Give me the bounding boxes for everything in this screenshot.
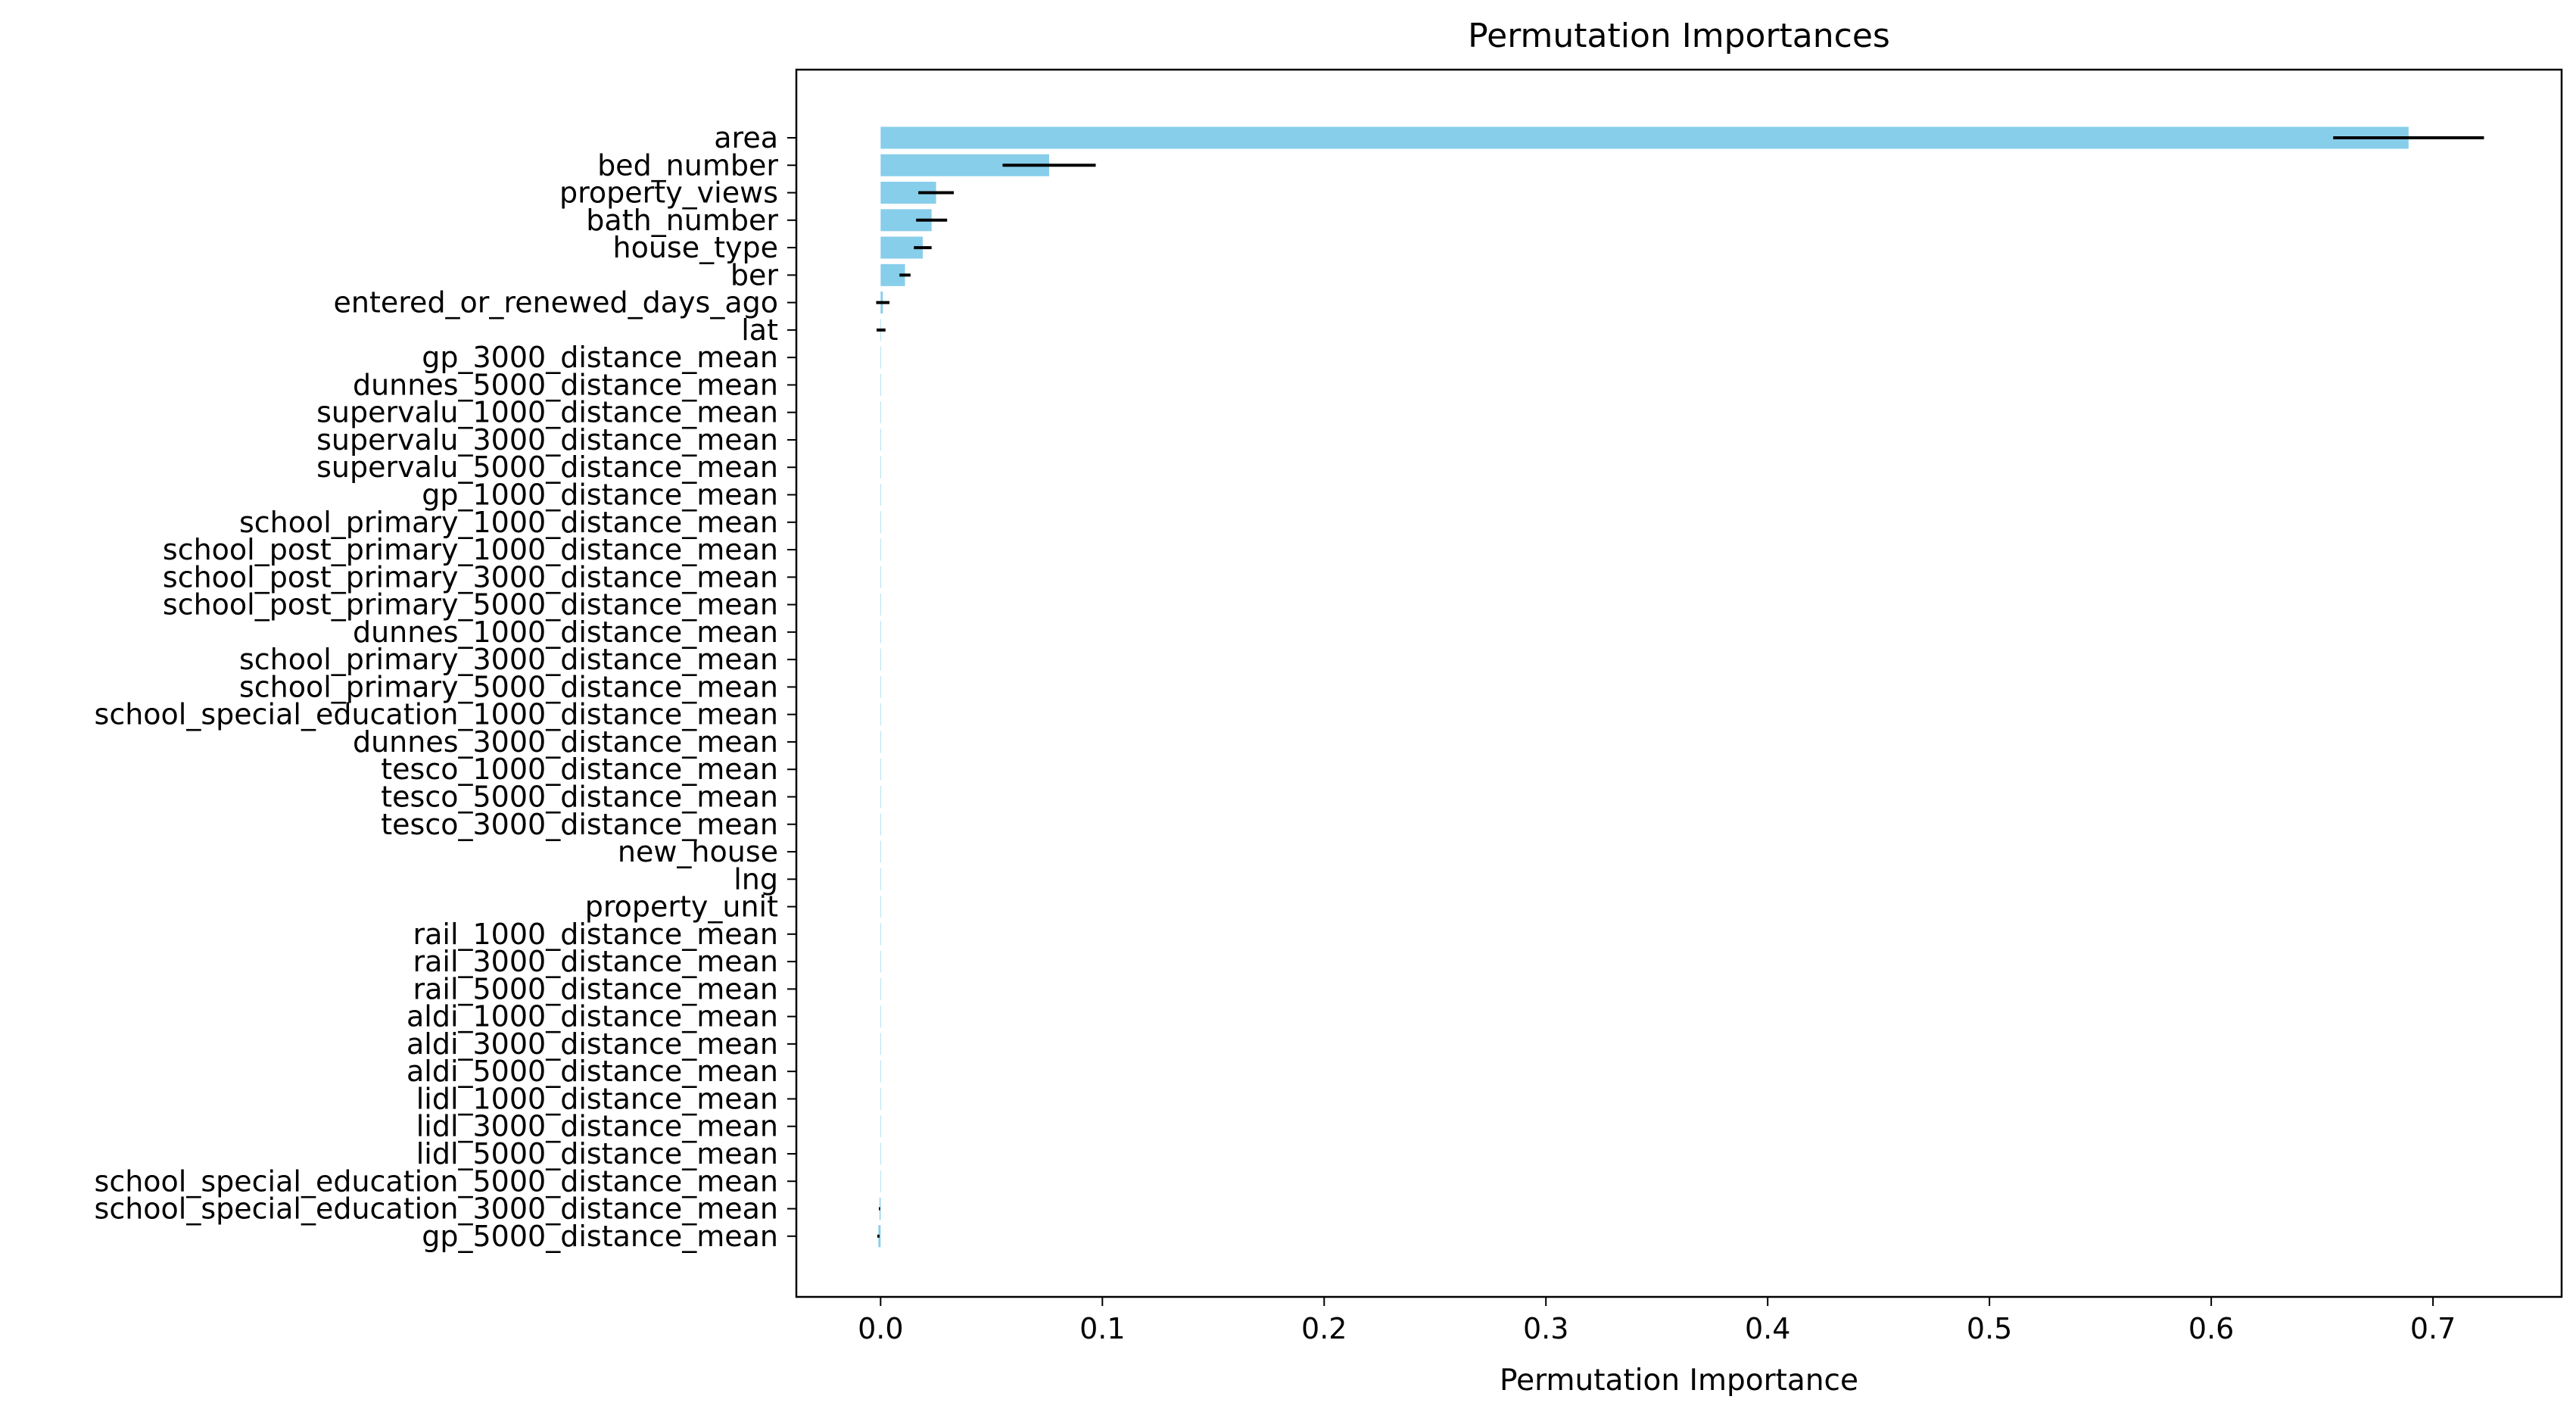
- y-tick-label: rail_3000_distance_mean: [413, 945, 778, 978]
- y-tick-label: dunnes_1000_distance_mean: [353, 616, 778, 649]
- bar: [880, 566, 881, 588]
- x-tick-label: 0.0: [858, 1312, 903, 1345]
- y-tick-label: lng: [734, 862, 778, 896]
- y-tick-label: tesco_3000_distance_mean: [381, 808, 778, 841]
- bar: [880, 484, 881, 506]
- bar: [880, 126, 2409, 149]
- y-tick-label: area: [714, 121, 778, 154]
- y-tick-label: school_special_education_5000_distance_m…: [95, 1164, 778, 1198]
- bar: [880, 703, 881, 726]
- bar: [880, 346, 881, 369]
- y-tick-label: house_type: [613, 231, 778, 264]
- bars-layer: [878, 126, 2409, 1248]
- bar: [880, 785, 881, 808]
- bar: [880, 429, 881, 451]
- bar: [880, 1087, 881, 1110]
- bar: [880, 401, 881, 424]
- y-tick-label: bed_number: [597, 148, 778, 182]
- y-tick-label: school_primary_1000_distance_mean: [239, 506, 778, 539]
- bar: [880, 675, 881, 698]
- bar: [880, 373, 881, 396]
- bar: [880, 511, 881, 534]
- plot-area-frame: [795, 68, 2563, 1298]
- bar: [880, 1060, 881, 1083]
- y-tick-label: gp_3000_distance_mean: [422, 341, 778, 374]
- y-tick-label: aldi_5000_distance_mean: [406, 1055, 778, 1088]
- y-tick-label: ber: [730, 258, 779, 291]
- y-tick-label: dunnes_5000_distance_mean: [353, 368, 778, 401]
- y-tick-label: gp_5000_distance_mean: [422, 1220, 778, 1253]
- y-tick-label: school_special_education_3000_distance_m…: [95, 1192, 778, 1226]
- y-tick-label: new_house: [618, 835, 778, 868]
- bar: [880, 648, 881, 671]
- x-axis-label: Permutation Importance: [1500, 1364, 1858, 1398]
- x-tick-label: 0.7: [2410, 1312, 2456, 1345]
- y-tick-label: school_primary_3000_distance_mean: [239, 643, 778, 676]
- bar: [880, 923, 881, 946]
- y-tick-label: supervalu_5000_distance_mean: [316, 450, 778, 484]
- bar: [880, 1033, 881, 1055]
- y-tick-label: aldi_1000_distance_mean: [406, 1000, 778, 1033]
- bar: [880, 731, 881, 753]
- x-tick-label: 0.2: [1301, 1312, 1347, 1345]
- y-tick-label: dunnes_3000_distance_mean: [353, 725, 778, 759]
- y-axis: areabed_numberproperty_viewsbath_numberh…: [95, 121, 796, 1253]
- x-tick-label: 0.4: [1745, 1312, 1790, 1345]
- y-tick-label: rail_1000_distance_mean: [413, 918, 778, 951]
- y-tick-label: school_post_primary_1000_distance_mean: [163, 533, 778, 566]
- bar: [880, 813, 881, 836]
- bar: [880, 868, 881, 890]
- bar: [880, 950, 881, 973]
- bar: [880, 1142, 881, 1165]
- y-tick-label: supervalu_1000_distance_mean: [316, 396, 778, 429]
- y-tick-label: lidl_1000_distance_mean: [416, 1082, 778, 1115]
- y-tick-label: lidl_5000_distance_mean: [416, 1137, 778, 1170]
- x-tick-label: 0.5: [1967, 1312, 2012, 1345]
- error-bars-layer: [876, 136, 2484, 1238]
- y-tick-label: aldi_3000_distance_mean: [406, 1027, 778, 1061]
- y-tick-label: school_primary_5000_distance_mean: [239, 670, 778, 703]
- bar: [880, 1170, 881, 1192]
- bar: [880, 758, 881, 781]
- bar: [880, 538, 881, 561]
- y-tick-label: property_views: [559, 176, 778, 210]
- bar: [880, 1115, 881, 1138]
- bar: [880, 977, 881, 1000]
- x-tick-label: 0.1: [1079, 1312, 1125, 1345]
- bar: [880, 456, 881, 478]
- y-tick-label: lat: [741, 313, 778, 347]
- y-tick-label: school_post_primary_3000_distance_mean: [163, 560, 778, 594]
- y-tick-label: gp_1000_distance_mean: [422, 478, 778, 512]
- bar: [880, 1005, 881, 1028]
- bar: [880, 594, 881, 616]
- y-tick-label: school_special_education_1000_distance_m…: [95, 698, 778, 731]
- y-tick-label: rail_5000_distance_mean: [413, 972, 778, 1005]
- y-tick-label: supervalu_3000_distance_mean: [316, 423, 778, 457]
- y-tick-label: lidl_3000_distance_mean: [416, 1110, 778, 1143]
- y-tick-label: tesco_1000_distance_mean: [381, 753, 778, 786]
- y-tick-label: entered_or_renewed_days_ago: [334, 286, 778, 319]
- bar: [880, 896, 881, 918]
- y-tick-label: tesco_5000_distance_mean: [381, 780, 778, 813]
- x-axis: 0.0 0.1 0.2 0.3 0.4 0.5 0.6 0.7: [858, 1297, 2456, 1345]
- y-tick-label: school_post_primary_5000_distance_mean: [163, 588, 778, 622]
- x-tick-label: 0.3: [1523, 1312, 1568, 1345]
- x-tick-label: 0.6: [2188, 1312, 2234, 1345]
- y-tick-label: bath_number: [586, 204, 778, 237]
- bar: [880, 840, 881, 863]
- chart-title: Permutation Importances: [1468, 17, 1890, 55]
- bar: [880, 621, 881, 644]
- y-tick-label: property_unit: [585, 890, 778, 924]
